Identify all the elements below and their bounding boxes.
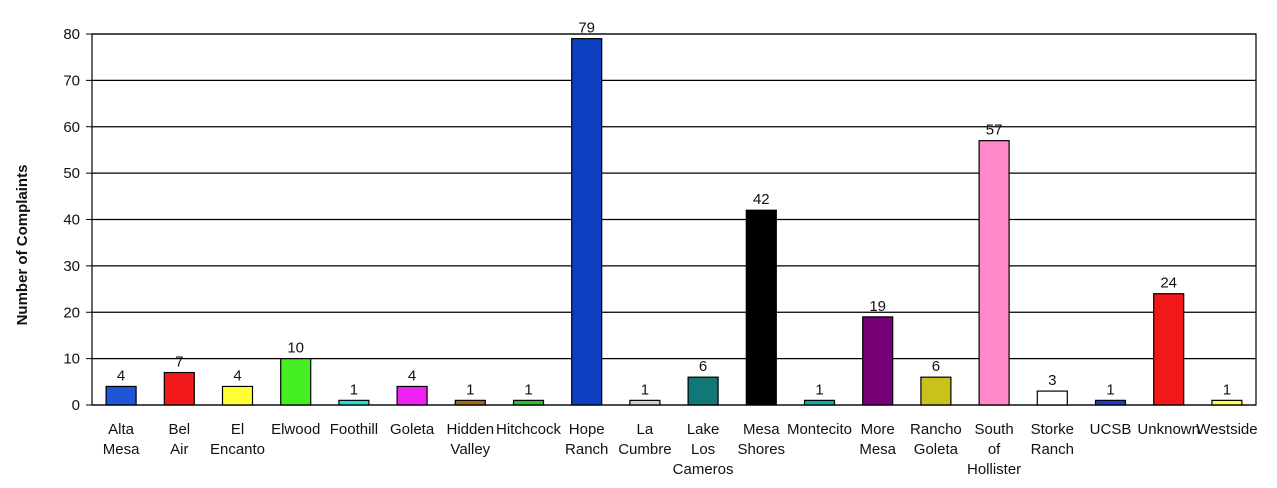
bar [454,399,486,406]
data-label: 19 [869,298,886,315]
bar [396,385,428,406]
x-tick-label: Lake [687,421,720,438]
data-label: 6 [932,358,940,375]
x-tick-label: Cameros [673,461,734,478]
bar [571,38,603,406]
data-label: 1 [1223,381,1231,398]
x-tick-label: More [861,421,895,438]
y-tick-label: 40 [63,212,80,229]
data-label: 1 [815,381,823,398]
x-tick-label: Goleta [914,441,959,458]
data-label: 7 [175,354,183,371]
data-label: 1 [1106,381,1114,398]
bar [1094,399,1127,406]
y-tick-label: 50 [63,165,80,182]
x-tick-label: Ranch [1031,441,1074,458]
x-tick-label: Ranch [565,441,608,458]
x-tick-label: Westside [1196,421,1257,438]
x-tick-label: Bel [168,421,190,438]
x-tick-label: UCSB [1090,421,1132,438]
y-tick-label: 0 [72,397,80,414]
data-label: 79 [578,20,595,37]
bar [1036,390,1068,406]
x-tick-label: Elwood [271,421,320,438]
x-tick-label: Los [691,441,715,458]
x-tick-label: La [637,421,654,438]
bar [862,316,894,406]
x-tick-label: Hope [569,421,605,438]
plot-frame [91,33,1257,406]
x-tick-label: Mesa [743,421,780,438]
data-label: 1 [466,381,474,398]
x-tick-label: Hollister [967,461,1021,478]
x-tick-label: Unknown [1137,421,1200,438]
y-tick-label: 10 [63,351,80,368]
bar [1211,399,1243,406]
y-tick-label: 30 [63,258,80,275]
x-tick-label: Alta [108,421,135,438]
x-tick-label: Mesa [859,441,896,458]
bar [629,399,661,406]
bar [512,399,545,406]
y-axis-ticks: 0 10 20 30 40 50 60 70 80 [63,26,92,414]
bar [105,385,137,406]
x-tick-label: Mesa [103,441,140,458]
y-tick-label: 60 [63,119,80,136]
bar [687,376,719,406]
bar [280,358,312,406]
y-tick-label: 70 [63,72,80,89]
data-label: 4 [233,367,241,384]
y-tick-label: 20 [63,304,80,321]
x-tick-label: Valley [450,441,490,458]
data-label: 57 [986,122,1003,139]
bar [163,371,195,406]
x-tick-label: Hidden [447,421,495,438]
bar [920,376,952,406]
bar [338,399,370,406]
category-labels: Alta Mesa Bel Air El Encanto Elwood Foothill Gol… [103,421,1258,478]
data-label: 1 [524,381,532,398]
data-label: 24 [1160,275,1177,292]
y-tick-label: 80 [63,26,80,43]
x-tick-label: South [974,421,1013,438]
value-labels: 4 7 4 10 1 4 1 1 79 1 6 42 1 19 6 57 3 1 24 1 [117,20,1231,399]
data-label: 4 [408,367,416,384]
x-tick-label: Cumbre [618,441,671,458]
bar [803,399,836,406]
bars [105,38,1243,406]
x-tick-label: Rancho [910,421,962,438]
data-label: 1 [350,381,358,398]
x-tick-label: El [231,421,244,438]
x-tick-label: of [988,441,1001,458]
bar [745,209,777,406]
data-label: 3 [1048,372,1056,389]
bar [978,140,1010,406]
x-tick-label: Shores [738,441,786,458]
x-tick-label: Storke [1031,421,1074,438]
data-label: 42 [753,191,770,208]
y-axis-label: Number of Complaints [14,165,31,326]
x-tick-label: Air [170,441,188,458]
data-label: 10 [287,340,304,357]
data-label: 1 [641,381,649,398]
x-tick-label: Foothill [330,421,378,438]
x-tick-label: Montecito [787,421,852,438]
bar [1153,293,1185,406]
x-tick-label: Hitchcock [496,421,562,438]
x-tick-label: Goleta [390,421,435,438]
bar [221,385,254,406]
gridlines [92,33,1256,406]
data-label: 4 [117,367,125,384]
data-label: 6 [699,358,707,375]
x-tick-label: Encanto [210,441,265,458]
